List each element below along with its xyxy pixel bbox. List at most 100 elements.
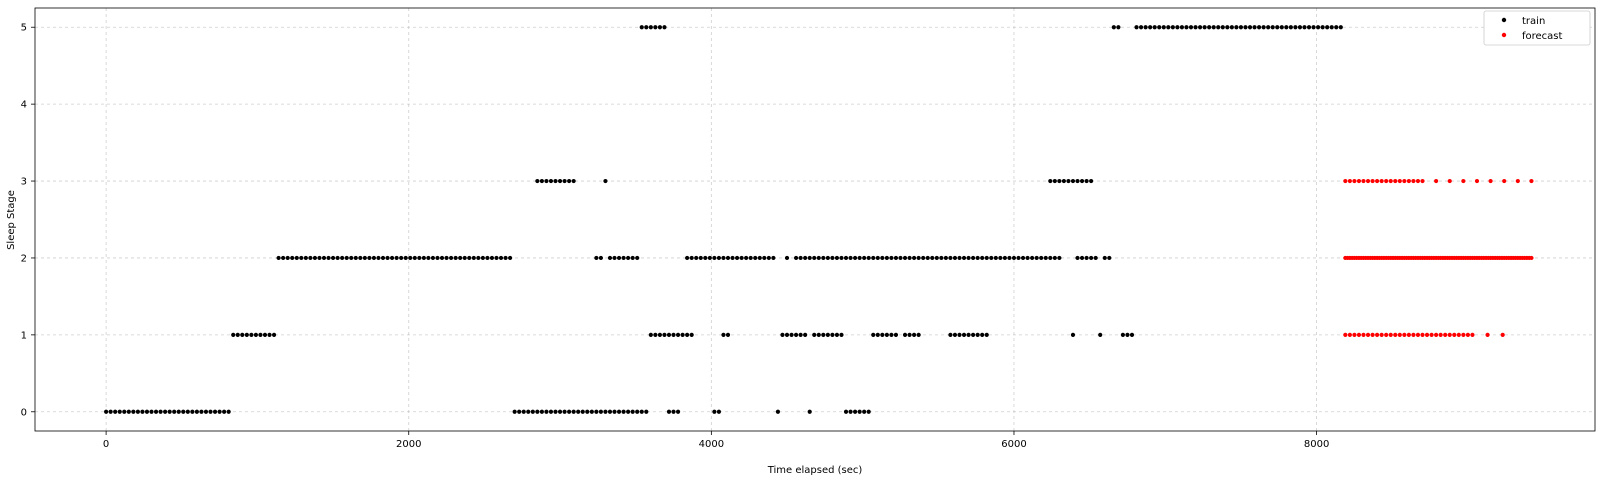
train-point: [453, 255, 458, 261]
train-point: [989, 255, 994, 261]
train-point: [417, 255, 422, 261]
train-point: [626, 255, 631, 261]
train-point: [744, 255, 749, 261]
train-point: [535, 178, 540, 184]
train-point: [948, 255, 953, 261]
train-point: [1293, 25, 1298, 30]
train-point: [335, 255, 340, 261]
train-point: [258, 332, 263, 337]
train-point: [825, 255, 830, 261]
x-tick-label: 4000: [699, 439, 724, 450]
train-point: [966, 332, 971, 337]
forecast-point: [1361, 332, 1366, 337]
train-point: [884, 332, 889, 337]
x-tick-label: 8000: [1304, 439, 1329, 450]
train-point: [784, 255, 790, 261]
train-point: [753, 255, 758, 261]
x-tick-label: 6000: [1001, 439, 1026, 450]
train-point: [961, 255, 967, 261]
forecast-point: [1420, 332, 1425, 337]
train-point: [526, 409, 531, 414]
legend-marker-forecast: [1501, 32, 1507, 38]
train-point: [707, 255, 712, 261]
train-point: [1202, 25, 1207, 30]
train-point: [449, 255, 454, 261]
train-point: [830, 332, 835, 337]
train-point: [1284, 25, 1289, 30]
y-tick-label: 0: [21, 407, 27, 418]
train-point: [580, 409, 585, 414]
forecast-point: [1406, 178, 1411, 184]
forecast-point: [1379, 178, 1384, 184]
train-point: [1007, 255, 1012, 261]
train-point: [880, 255, 885, 261]
train-point: [562, 178, 567, 184]
train-point: [1197, 25, 1203, 30]
forecast-point: [1388, 332, 1393, 337]
legend-marker-train: [1501, 17, 1507, 23]
train-point: [1102, 255, 1107, 261]
train-point: [1034, 255, 1039, 261]
train-point: [798, 332, 803, 337]
train-point: [367, 255, 372, 261]
train-point: [775, 409, 781, 414]
legend: train forecast: [1483, 10, 1591, 46]
train-point: [131, 409, 136, 414]
train-point: [639, 25, 644, 30]
train-point: [1070, 178, 1076, 184]
forecast-point: [1402, 178, 1407, 184]
forecast-point: [1365, 178, 1371, 184]
train-point: [517, 409, 522, 414]
train-point: [907, 255, 912, 261]
train-point: [848, 409, 853, 414]
train-point: [1011, 255, 1017, 261]
forecast-point: [1420, 178, 1425, 184]
train-point: [612, 409, 617, 414]
train-point: [971, 332, 976, 337]
train-point: [235, 332, 240, 337]
train-point: [912, 332, 917, 337]
train-point: [321, 255, 327, 261]
train-point: [689, 255, 694, 261]
y-tick-label: 5: [21, 23, 27, 34]
forecast-point: [1384, 178, 1389, 184]
train-point: [462, 255, 467, 261]
forecast-point: [1347, 332, 1352, 337]
train-point: [957, 332, 962, 337]
forecast-point: [1488, 178, 1493, 184]
train-point: [1057, 178, 1062, 184]
train-point: [952, 332, 958, 337]
train-point: [503, 255, 508, 261]
train-point: [675, 332, 681, 337]
forecast-point: [1406, 332, 1411, 337]
train-point: [1234, 25, 1239, 30]
train-point: [544, 178, 549, 184]
train-point: [1252, 25, 1257, 30]
train-point: [548, 178, 554, 184]
train-point: [403, 255, 408, 261]
train-point: [1243, 25, 1248, 30]
train-point: [980, 332, 985, 337]
train-point: [716, 409, 722, 414]
y-tick-label: 4: [21, 100, 27, 111]
forecast-point: [1347, 178, 1352, 184]
forecast-point: [1461, 178, 1466, 184]
train-point: [626, 409, 631, 414]
train-point: [1316, 25, 1321, 30]
train-point: [653, 332, 658, 337]
forecast-point: [1343, 178, 1348, 184]
train-point: [444, 255, 449, 261]
train-point: [1207, 25, 1212, 30]
train-point: [862, 409, 867, 414]
train-point: [716, 255, 722, 261]
train-point: [1111, 25, 1116, 30]
train-point: [884, 255, 889, 261]
train-point: [1247, 25, 1253, 30]
train-point: [793, 332, 799, 337]
train-point: [253, 332, 259, 337]
train-point: [834, 332, 840, 337]
forecast-point: [1465, 332, 1470, 337]
train-point: [399, 255, 404, 261]
y-tick-label: 2: [21, 253, 27, 264]
